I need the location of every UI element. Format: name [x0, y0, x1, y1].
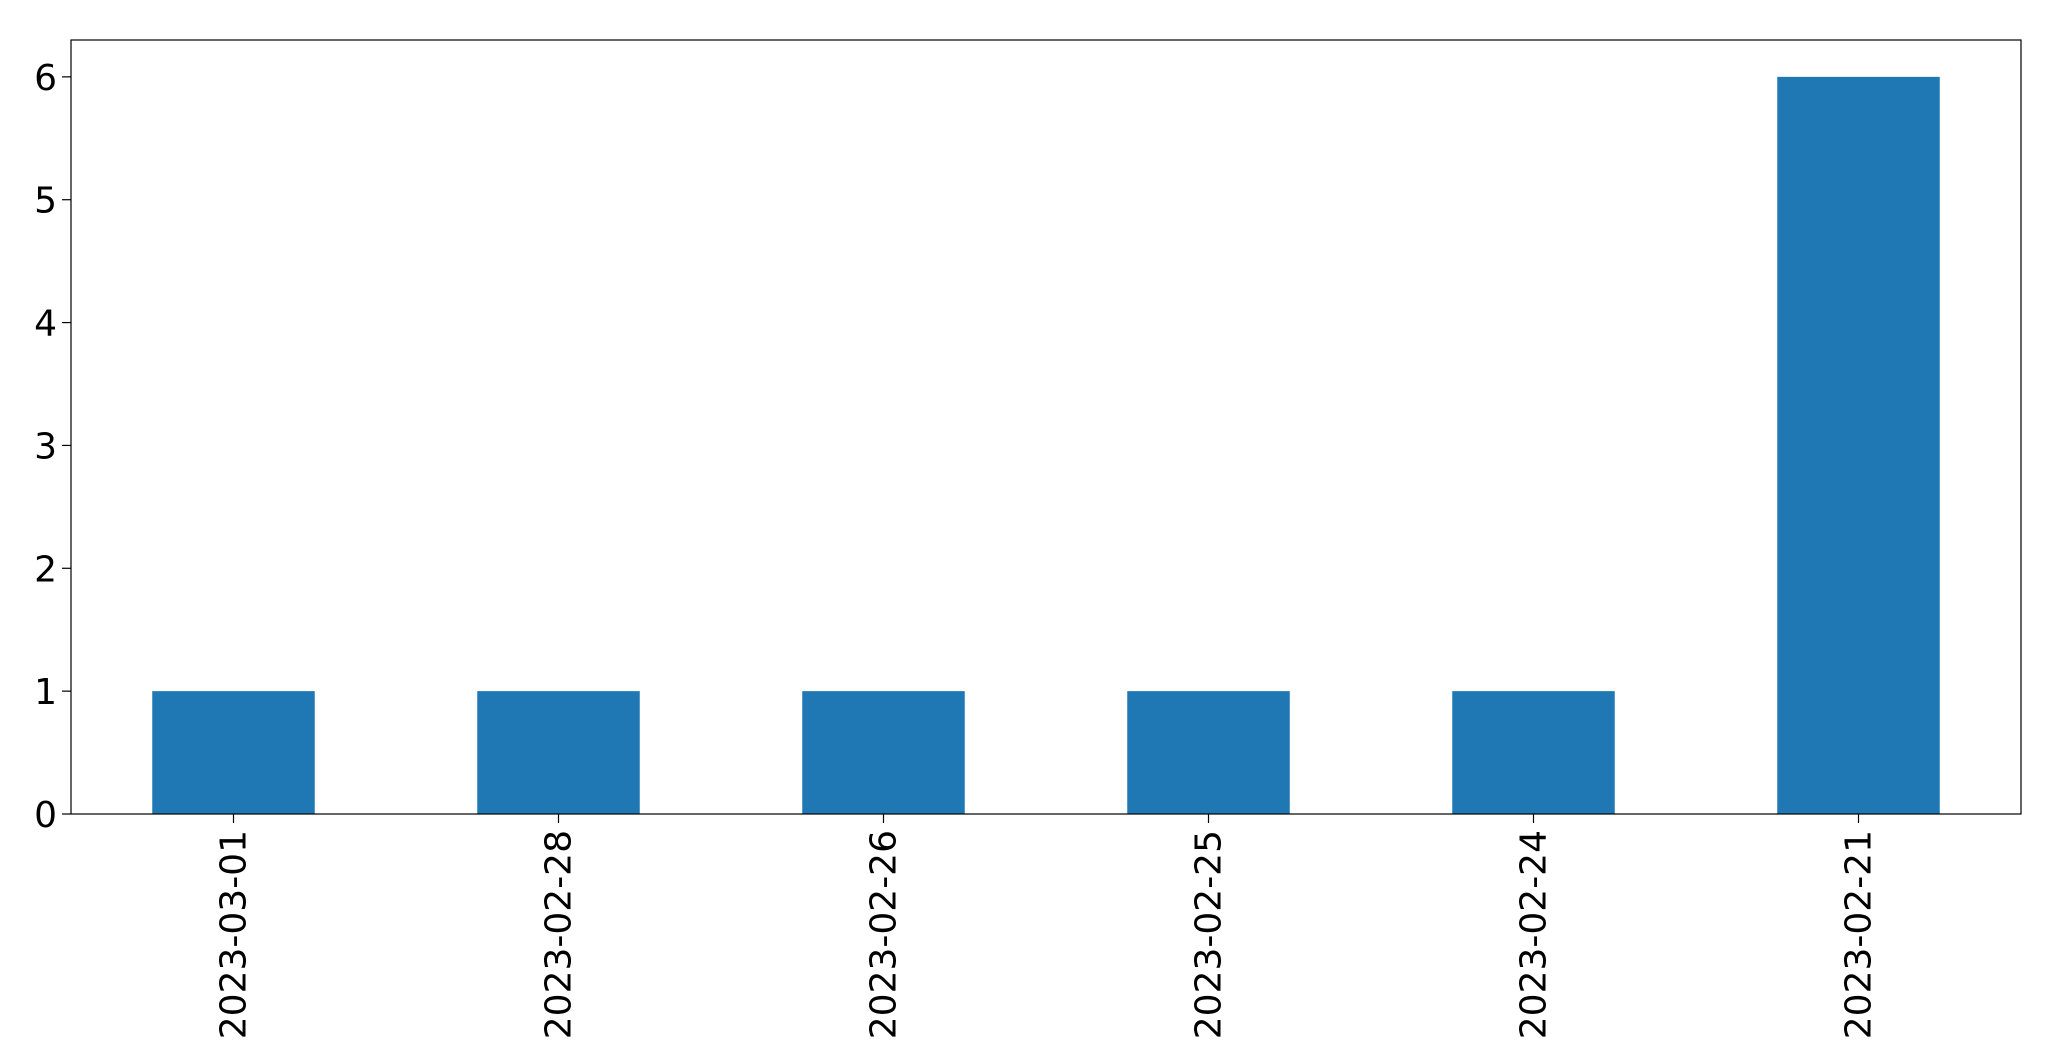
y-axis: 0 1 2 3 4 5 6 — [34, 58, 71, 836]
x-axis: 2023-03-01 2023-02-28 2023-02-26 2023-02-25… — [214, 814, 1880, 1039]
y-tick-label: 4 — [34, 304, 57, 345]
bar-2023-03-01 — [152, 691, 315, 814]
plot-frame — [70, 39, 2022, 815]
y-tick-label: 1 — [34, 672, 57, 713]
bars-layer — [152, 76, 1940, 815]
y-tick-label: 3 — [34, 426, 57, 467]
bar-2023-02-21 — [1777, 76, 1940, 815]
x-tick-label: 2023-03-01 — [214, 830, 255, 1039]
y-tick-label: 0 — [34, 795, 57, 836]
bar-2023-02-28 — [477, 691, 640, 814]
bar-2023-02-26 — [802, 691, 965, 814]
y-tick-label: 5 — [34, 181, 57, 222]
y-tick-label: 6 — [34, 58, 57, 99]
x-tick-label: 2023-02-26 — [864, 830, 905, 1039]
bar-2023-02-24 — [1452, 691, 1615, 814]
x-tick-label: 2023-02-24 — [1514, 830, 1555, 1039]
x-tick-label: 2023-02-25 — [1189, 830, 1230, 1039]
y-tick-label: 2 — [34, 549, 57, 590]
x-tick-label: 2023-02-28 — [539, 830, 580, 1039]
x-tick-label: 2023-02-21 — [1839, 830, 1880, 1039]
bar-2023-02-25 — [1127, 691, 1290, 814]
plot-area — [71, 40, 2021, 814]
